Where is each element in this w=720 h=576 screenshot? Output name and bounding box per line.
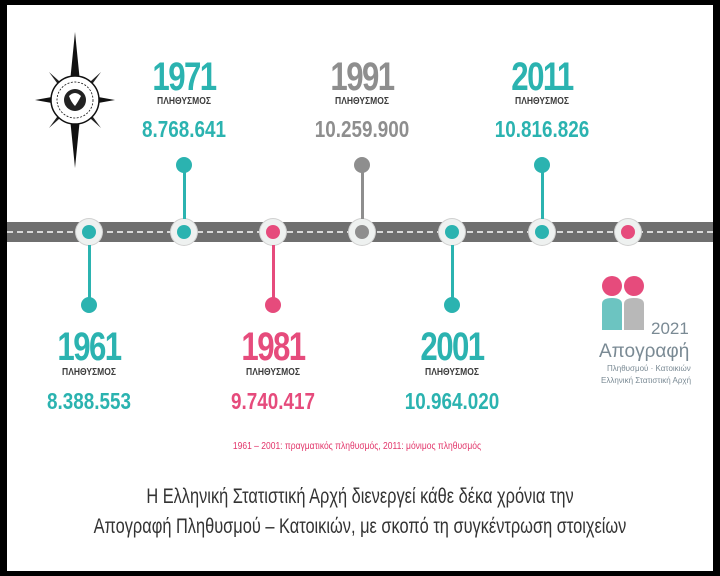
population-value: 10.259.900: [314, 116, 410, 142]
population-note: 1961 – 2001: πραγματικός πληθυσμός, 2011…: [232, 441, 482, 452]
connector-line: [272, 245, 275, 305]
population-label: ΠΛΗΘΥΣΜΟΣ: [246, 367, 300, 378]
year-label: 1991: [330, 55, 395, 99]
census-logo: 2021 Απογραφή Πληθυσμού · Κατοικιών Ελλη…: [599, 271, 709, 396]
pin-dot: [534, 157, 550, 173]
year-label: 2011: [511, 55, 574, 99]
pin-dot: [176, 157, 192, 173]
caption-line-2: Απογραφή Πληθυσμού – Κατοικιών, με σκοπό…: [93, 515, 627, 538]
year-label: 1981: [241, 325, 306, 369]
brand-org: Ελληνική Στατιστική Αρχή: [601, 376, 692, 385]
track-node-2021: [621, 225, 635, 239]
population-label: ΠΛΗΘΥΣΜΟΣ: [425, 367, 479, 378]
population-value: 8.388.553: [47, 388, 131, 414]
population-label: ΠΛΗΘΥΣΜΟΣ: [335, 96, 389, 107]
population-value: 10.964.020: [404, 388, 500, 414]
population-value: 8.768.641: [142, 116, 226, 142]
track-node-2-ring: [260, 219, 286, 245]
population-value: 9.740.417: [231, 388, 315, 414]
connector-line: [451, 245, 454, 305]
track-node-2: [266, 225, 280, 239]
track-node-4-ring: [439, 219, 465, 245]
track-node-0-ring: [76, 219, 102, 245]
caption-line-1: Η Ελληνική Στατιστική Αρχή διενεργεί κάθ…: [146, 485, 574, 508]
brand-subtitle: Πληθυσμού · Κατοικιών: [607, 364, 691, 373]
track-node-0: [82, 225, 96, 239]
connector-line: [361, 171, 364, 219]
track-node-3: [355, 225, 369, 239]
slide: { "colors": { "teal": "#2bb3b0", "pink":…: [7, 5, 713, 571]
population-label: ΠΛΗΘΥΣΜΟΣ: [515, 96, 569, 107]
census-figures-icon: [602, 276, 644, 330]
compass-rose-icon: [35, 32, 115, 168]
pin-dot: [81, 297, 97, 313]
track-node-3-ring: [349, 219, 375, 245]
track-node-5-ring: [529, 219, 555, 245]
pin-dot: [265, 297, 281, 313]
track-node-1: [177, 225, 191, 239]
track-node-5: [535, 225, 549, 239]
track-node-4: [445, 225, 459, 239]
population-value: 10.816.826: [494, 116, 590, 142]
connector-line: [183, 171, 186, 219]
connector-line: [88, 245, 91, 305]
brand-year: 2021: [651, 319, 689, 338]
year-label: 1961: [57, 325, 122, 369]
pin-dot: [444, 297, 460, 313]
connector-line: [541, 171, 544, 219]
track-node-2021-ring: [615, 219, 641, 245]
pin-dot: [354, 157, 370, 173]
population-label: ΠΛΗΘΥΣΜΟΣ: [62, 367, 116, 378]
year-label: 2001: [420, 325, 485, 369]
brand-title: Απογραφή: [599, 341, 690, 362]
population-label: ΠΛΗΘΥΣΜΟΣ: [157, 96, 211, 107]
year-label: 1971: [152, 55, 217, 99]
track-node-1-ring: [171, 219, 197, 245]
